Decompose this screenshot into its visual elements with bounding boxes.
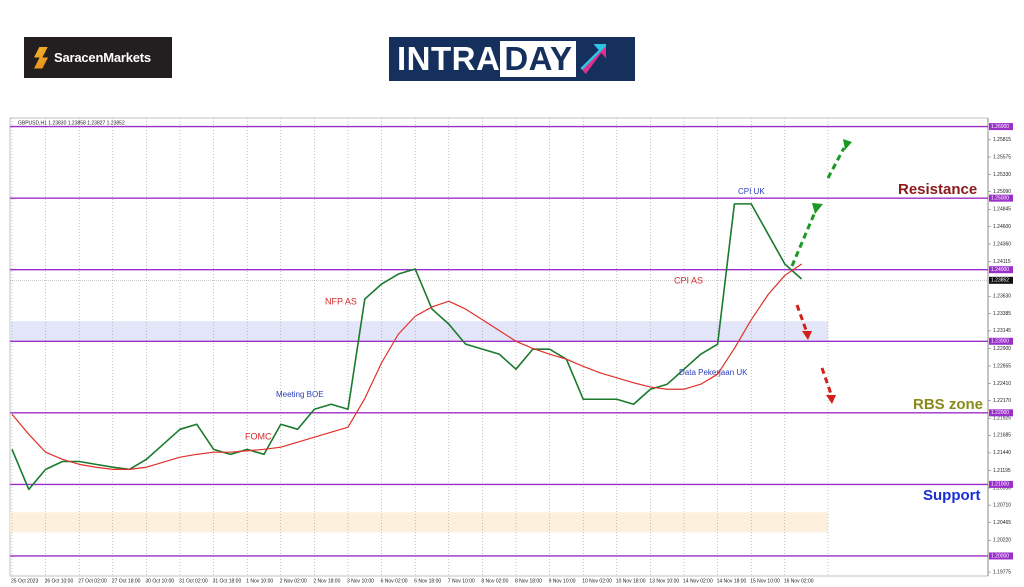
y-tick-label: 1.23385 <box>993 311 1011 317</box>
banner-right: DAY <box>500 41 577 77</box>
symbol-header: GBPUSD,H1 1.23830 1.23858 1.23827 1.2385… <box>18 120 125 126</box>
y-tick-label: 1.22410 <box>993 381 1011 387</box>
projection-arrows <box>790 139 852 404</box>
plot-frame <box>9 117 989 577</box>
annotation: Resistance <box>898 181 977 198</box>
y-tick-label: 1.24600 <box>993 224 1011 230</box>
level-label-bg <box>989 266 1013 274</box>
level-label: 1.21000 <box>991 482 1009 488</box>
x-tick-label: 6 Nov 02:00 <box>381 578 408 584</box>
annotation: CPI AS <box>674 275 703 285</box>
level-label: 1.25000 <box>991 195 1009 201</box>
x-tick-label: 16 Nov 02:00 <box>784 578 814 584</box>
brand-name: SaracenMarkets <box>54 50 151 65</box>
price-line <box>11 203 803 491</box>
arrow-head <box>843 139 852 150</box>
y-tick-label: 1.21685 <box>993 433 1011 439</box>
x-tick-label: 31 Oct 18:00 <box>213 578 242 584</box>
y-tick-label: 1.20710 <box>993 502 1011 508</box>
x-tick-label: 13 Nov 10:00 <box>649 578 679 584</box>
y-tick-label: 1.25090 <box>993 189 1011 195</box>
zone <box>10 512 828 533</box>
y-tick-label: 1.25815 <box>993 137 1011 143</box>
x-tick-label: 9 Nov 10:00 <box>549 578 576 584</box>
y-tick-label: 1.20950 <box>993 485 1011 491</box>
last-price-label: 1.23852 <box>991 278 1009 284</box>
level-label: 1.23000 <box>991 339 1009 345</box>
zone <box>10 321 828 341</box>
x-tick-label: 14 Nov 02:00 <box>683 578 713 584</box>
x-tick-label: 30 Oct 10:00 <box>145 578 174 584</box>
arrow-head <box>812 203 823 214</box>
y-tick-label: 1.20465 <box>993 520 1011 526</box>
annotation: Support <box>923 487 981 504</box>
x-tick-label: 14 Nov 18:00 <box>717 578 747 584</box>
x-tick-label: 31 Oct 02:00 <box>179 578 208 584</box>
level-label: 1.24000 <box>991 267 1009 273</box>
level-label-bg <box>989 480 1013 488</box>
level-label-bg <box>989 123 1013 131</box>
y-tick-label: 1.25330 <box>993 172 1011 178</box>
level-label: 1.22000 <box>991 410 1009 416</box>
x-tick-label: 3 Nov 10:00 <box>347 578 374 584</box>
y-tick-label: 1.23145 <box>993 328 1011 334</box>
annotation: RBS zone <box>913 396 983 413</box>
annotation: Data Pekerjaan UK <box>679 368 748 377</box>
x-tick-label: 26 Oct 10:00 <box>45 578 74 584</box>
y-tick-label: 1.20220 <box>993 538 1011 544</box>
level-label-bg <box>989 337 1013 345</box>
x-tick-label: 2 Nov 18:00 <box>313 578 340 584</box>
x-tick-label: 10 Nov 02:00 <box>582 578 612 584</box>
y-tick-label: 1.19775 <box>993 569 1011 575</box>
last-price-bg <box>989 276 1013 284</box>
arrow-down <box>795 304 808 331</box>
level-label-bg <box>989 194 1013 202</box>
x-tick-label: 8 Nov 02:00 <box>481 578 508 584</box>
arrow-head <box>826 395 836 404</box>
y-tick-label: 1.21925 <box>993 416 1011 422</box>
level-label-bg <box>989 552 1013 560</box>
x-tick-label: 27 Oct 02:00 <box>78 578 107 584</box>
x-tick-label: 8 Nov 18:00 <box>515 578 542 584</box>
x-tick-label: 27 Oct 18:00 <box>112 578 141 584</box>
y-tick-label: 1.22170 <box>993 398 1011 404</box>
arrow-up <box>826 147 846 179</box>
annotation: CPI UK <box>738 187 765 196</box>
annotation: NFP AS <box>325 296 357 306</box>
brand-logo: SaracenMarkets <box>24 37 172 78</box>
y-tick-label: 1.21195 <box>993 468 1011 474</box>
arrow-head <box>802 331 812 340</box>
x-tick-label: 6 Nov 18:00 <box>414 578 441 584</box>
arrow-up <box>790 211 817 267</box>
annotation: Meeting BOE <box>276 390 324 399</box>
x-tick-label: 10 Nov 18:00 <box>616 578 646 584</box>
arrow-down <box>820 367 833 395</box>
banner-left: INTRA <box>397 40 501 77</box>
annotation: FOMC <box>245 431 272 441</box>
y-tick-label: 1.24360 <box>993 241 1011 247</box>
y-tick-label: 1.22900 <box>993 346 1011 352</box>
y-tick-label: 1.21440 <box>993 450 1011 456</box>
y-tick-label: 1.23630 <box>993 294 1011 300</box>
y-tick-label: 1.22655 <box>993 363 1011 369</box>
x-tick-label: 2 Nov 02:00 <box>280 578 307 584</box>
y-tick-label: 1.24845 <box>993 207 1011 213</box>
x-tick-label: 15 Nov 10:00 <box>750 578 780 584</box>
y-tick-label: 1.25575 <box>993 154 1011 160</box>
x-tick-label: 25 Oct 2023 <box>11 578 38 584</box>
banner: INTRA DAY <box>389 37 635 81</box>
level-label: 1.26000 <box>991 124 1009 130</box>
x-tick-label: 1 Nov 10:00 <box>246 578 273 584</box>
moving-average <box>11 263 802 470</box>
level-label-bg <box>989 409 1013 417</box>
x-tick-label: 7 Nov 10:00 <box>448 578 475 584</box>
y-tick-label: 1.24115 <box>993 259 1011 265</box>
level-label: 1.20000 <box>991 553 1009 559</box>
